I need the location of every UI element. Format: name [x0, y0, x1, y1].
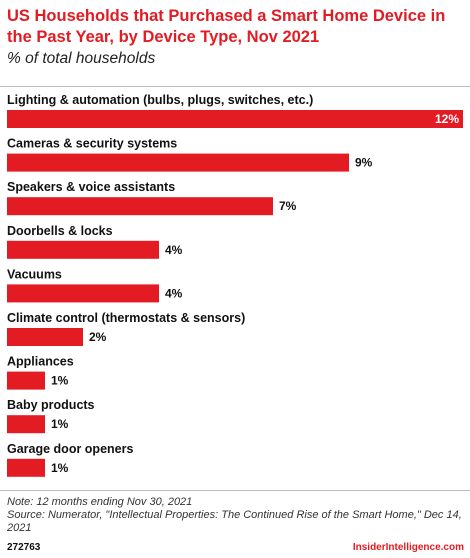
data-label: 1%: [51, 374, 69, 388]
bar: [7, 197, 273, 216]
category-label: Baby products: [7, 398, 95, 412]
bar: [7, 371, 45, 390]
category-label: Garage door openers: [7, 442, 133, 456]
data-label: 4%: [165, 286, 183, 300]
category-label: Appliances: [7, 355, 74, 369]
source-text: Source: Numerator, "Intellectual Propert…: [7, 509, 462, 534]
data-label: 1%: [51, 417, 69, 431]
bottom-divider: [0, 490, 470, 491]
data-label: 4%: [165, 243, 183, 257]
bar: [7, 240, 159, 259]
bar-chart: Lighting & automation (bulbs, plugs, swi…: [7, 93, 463, 477]
bar: [7, 110, 463, 128]
bar: [7, 415, 45, 434]
brand-link[interactable]: InsiderIntelligence.com: [352, 542, 464, 553]
note-text: Note: 12 months ending Nov 30, 2021: [7, 496, 193, 508]
data-label: 12%: [435, 112, 459, 126]
bar: [7, 328, 83, 346]
category-label: Doorbells & locks: [7, 224, 113, 238]
top-divider: [0, 86, 470, 87]
category-label: Climate control (thermostats & sensors): [7, 311, 245, 325]
chart-subtitle: % of total households: [7, 50, 156, 67]
category-label: Speakers & voice assistants: [7, 180, 175, 194]
category-label: Cameras & security systems: [7, 137, 177, 151]
chart-title: US Households that Purchased a Smart Hom…: [7, 7, 446, 46]
bar: [7, 458, 45, 477]
data-label: 1%: [51, 461, 69, 475]
data-label: 7%: [279, 199, 297, 213]
chart-notes: Note: 12 months ending Nov 30, 2021 Sour…: [7, 496, 463, 535]
bar: [7, 284, 159, 303]
bar: [7, 153, 349, 172]
category-label: Vacuums: [7, 267, 62, 281]
data-label: 9%: [355, 156, 373, 170]
category-label: Lighting & automation (bulbs, plugs, swi…: [7, 93, 313, 107]
chart-id: 272763: [7, 542, 41, 553]
data-label: 2%: [89, 330, 107, 344]
